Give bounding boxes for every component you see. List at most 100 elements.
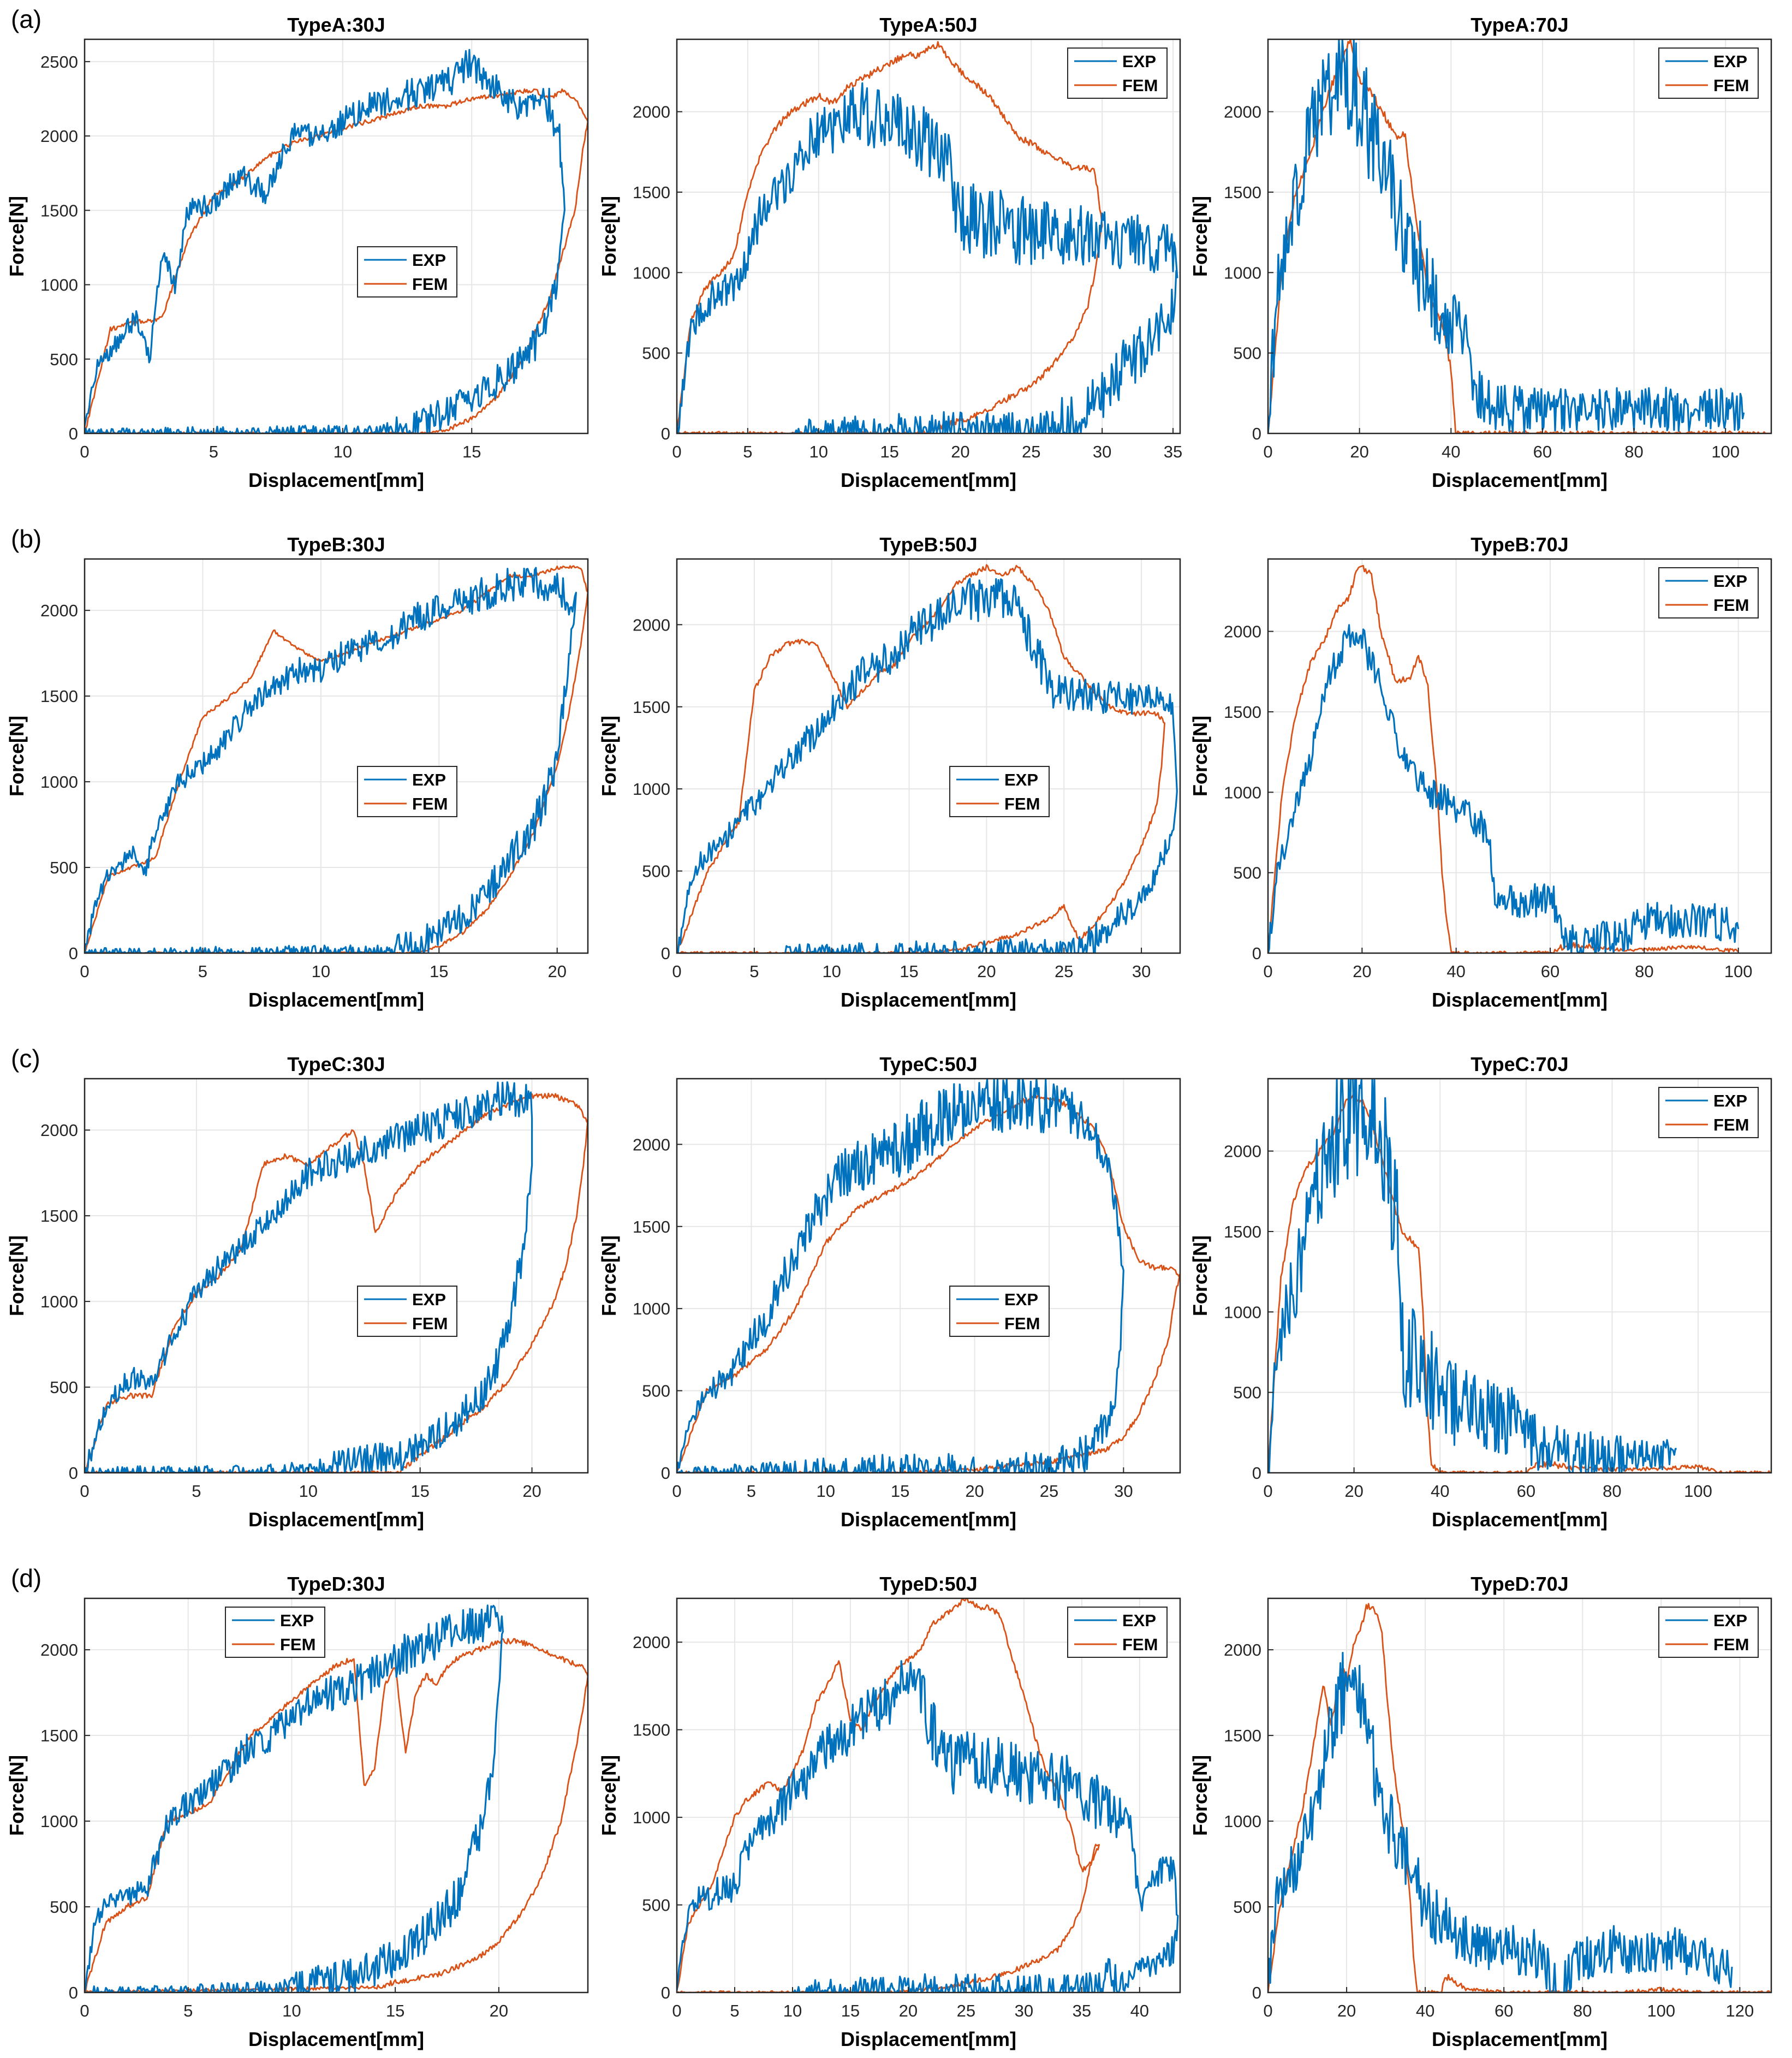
x-tick-label: 10 [299,1482,318,1501]
y-tick-label: 1000 [40,276,78,295]
axes-box [676,1597,1181,1994]
x-tick-label: 10 [334,442,352,461]
y-tick-label: 500 [642,1896,670,1915]
chart-title: TypeA:70J [1470,14,1568,36]
chart-c30: 0 5 10 15 20 0 500 1000 1500 2000 TypeC:30J Displac… [5,1053,589,1531]
x-tick-label: 20 [522,1482,541,1501]
y-tick-label: 0 [661,424,670,443]
x-tick-label: 0 [1263,442,1272,461]
y-axis-label: Force[N] [598,1755,620,1836]
x-tick-label: 40 [1416,2001,1434,2020]
chart-title: TypeA:30J [287,14,385,36]
legend-box [949,766,1050,817]
legend-label-fem: FEM [1004,1314,1040,1333]
x-tick-label: 5 [209,442,218,461]
legend-label-exp: EXP [1122,52,1156,71]
x-tick-label: 5 [192,1482,201,1501]
row-label-a: (a) [11,5,42,33]
x-tick-label: 10 [809,442,827,461]
legend-label-exp: EXP [1004,1290,1038,1309]
legend: EXP FEM [1658,1607,1759,1658]
grid [676,39,1180,434]
legend-box [357,766,457,817]
legend-label-exp: EXP [1122,1611,1156,1630]
legend-box [1658,47,1759,99]
y-tick-label: 1000 [40,1812,78,1831]
legend-label-fem: FEM [1004,794,1040,813]
chart-title: TypeD:50J [879,1573,977,1595]
chart-a30: 0 5 10 15 0 500 1000 1500 2000 2500 TypeA:30J Displ… [5,14,589,491]
chart-title: TypeB:50J [879,533,977,556]
legend-box [949,1286,1050,1337]
plot-area [1268,1079,1771,1473]
y-tick-label: 0 [661,1983,670,2002]
x-tick-label: 60 [1517,1482,1535,1501]
x-tick-label: 10 [822,962,841,981]
series-group [85,1081,588,1473]
series-group [1268,564,1740,953]
y-tick-label: 2000 [1224,1640,1261,1660]
y-tick-label: 2000 [1224,622,1261,641]
x-axis-label: Displacement[mm] [1432,2028,1608,2050]
legend-label-exp: EXP [1713,572,1747,591]
legend: EXP FEM [357,1286,457,1337]
x-tick-label: 30 [1132,962,1151,981]
y-tick-label: 500 [1233,1383,1261,1402]
y-tick-label: 0 [661,944,670,963]
x-tick-label: 0 [1263,962,1272,981]
x-tick-label: 80 [1603,1482,1621,1501]
x-tick-label: 10 [817,1482,835,1501]
x-tick-label: 0 [80,2001,89,2020]
chart-title: TypeD:30J [287,1573,385,1595]
legend-label-fem: FEM [1713,76,1749,95]
y-tick-label: 1000 [1224,1302,1261,1322]
legend-box [1658,567,1759,618]
series-line-fem [1268,1092,1771,1473]
y-tick-label: 500 [1233,1898,1261,1917]
x-axis-label: Displacement[mm] [1432,1508,1608,1531]
legend-box [225,1607,325,1658]
x-axis-label: Displacement[mm] [841,989,1016,1011]
series-line-exp [85,49,565,433]
series-line-fem [85,1092,588,1473]
legend: EXP FEM [225,1607,325,1658]
legend: EXP FEM [949,1286,1050,1337]
plot-area [85,559,588,953]
y-tick-label: 1500 [40,201,78,220]
plot-area [85,1079,588,1473]
chart-b70: 0 20 40 60 80 1000500100015002000TypeB:70JDis… [1189,533,1772,1011]
plot-area [677,559,1180,953]
plot-area [85,1598,588,1992]
x-tick-label: 25 [1055,962,1073,981]
series-group [85,49,588,433]
x-tick-label: 25 [1022,442,1040,461]
y-tick-label: 500 [1233,864,1261,883]
series-line-fem [85,88,588,433]
legend: EXP FEM [357,766,457,817]
x-tick-label: 5 [198,962,207,981]
axes-box [676,558,1181,954]
y-tick-label: 1500 [40,1726,78,1745]
series-line-exp [85,1604,504,1992]
y-tick-label: 0 [1252,424,1261,443]
row-label-b: (b) [11,525,42,553]
x-tick-label: 20 [547,962,566,981]
y-tick-label: 2000 [40,127,78,146]
x-tick-label: 15 [386,2001,404,2020]
y-tick-label: 1500 [633,698,670,717]
y-tick-label: 2000 [1224,1142,1261,1161]
y-tick-label: 500 [50,1378,78,1397]
chart-d50: 0 5 10 15 20 25 30 35 40 0 500 1000 1500 2000 TypeD:50… [598,1573,1181,2050]
chart-d30: 0 5 10 15 20 0 500 1000 1500 2000 TypeD:30J Displac… [5,1573,589,2050]
x-tick-label: 15 [900,962,918,981]
x-axis-label: Displacement[mm] [248,989,424,1011]
series-line-fem [677,1598,1100,1992]
y-axis-label: Force[N] [5,716,28,796]
x-tick-label: 80 [1635,962,1653,981]
y-tick-label: 1500 [633,183,670,202]
legend-box [1067,1607,1168,1658]
y-axis-label: Force[N] [1189,1755,1211,1836]
x-axis-label: Displacement[mm] [841,469,1016,491]
y-tick-label: 1500 [40,1206,78,1226]
axes-box [84,38,589,435]
